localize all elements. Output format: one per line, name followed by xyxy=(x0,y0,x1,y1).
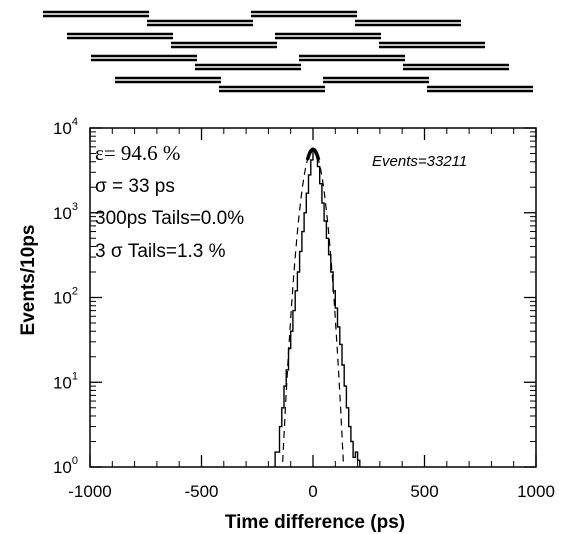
annotation-efficiency: ε= 94.6 % xyxy=(95,141,180,165)
y-tick-label: 103 xyxy=(53,201,78,223)
peak-cap xyxy=(305,147,321,161)
x-tick-label: -500 xyxy=(184,482,218,501)
x-tick-label: 500 xyxy=(410,482,438,501)
gaussian-fit-line xyxy=(282,148,344,462)
y-tick-label: 100 xyxy=(53,455,78,477)
plot-area: 100 101 102 103 104 -1000 -500 0 500 1000 xyxy=(53,116,555,501)
y-tick-label: 104 xyxy=(53,116,78,138)
y-axis-label: Events/10ps xyxy=(18,225,39,336)
x-tick-label: -1000 xyxy=(68,482,111,501)
y-axis-ticks: 100 101 102 103 104 xyxy=(53,116,536,477)
y-tick-label: 101 xyxy=(53,370,78,392)
histogram-line xyxy=(274,148,361,467)
x-tick-label: 0 xyxy=(308,482,317,501)
x-axis-ticks: -1000 -500 0 500 1000 xyxy=(68,128,555,501)
annotation-events: Events=33211 xyxy=(372,153,467,170)
x-axis-label: Time difference (ps) xyxy=(225,512,405,533)
annotation-tails-300ps: 300ps Tails=0.0% xyxy=(95,208,244,229)
y-tick-label: 102 xyxy=(53,286,78,308)
x-tick-label: 1000 xyxy=(517,482,555,501)
staggered-line-diagram xyxy=(43,10,533,93)
histogram-peak xyxy=(305,147,321,161)
annotation-sigma: σ = 33 ps xyxy=(95,176,175,197)
annotation-tails-3sigma: 3 σ Tails=1.3 % xyxy=(95,241,226,262)
